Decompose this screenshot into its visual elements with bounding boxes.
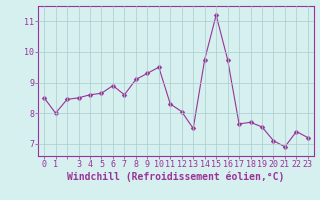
X-axis label: Windchill (Refroidissement éolien,°C): Windchill (Refroidissement éolien,°C) [67,172,285,182]
